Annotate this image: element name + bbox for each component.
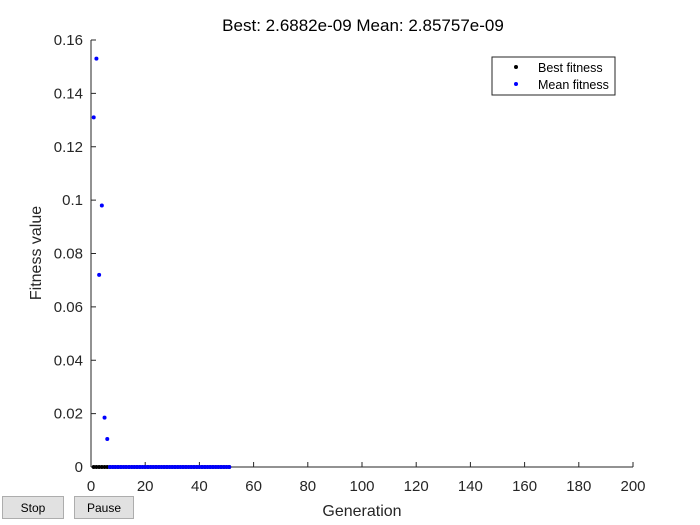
mean-fitness-point (99, 203, 104, 208)
y-tick-label: 0 (75, 459, 83, 476)
y-tick-label: 0.02 (54, 406, 83, 423)
y-axis-label: Fitness value (28, 206, 45, 300)
x-tick-label: 0 (87, 478, 95, 495)
mean-fitness-point (227, 465, 232, 469)
x-tick-label: 160 (512, 478, 537, 495)
mean-fitness-point (105, 436, 110, 441)
x-axis-label: Generation (322, 503, 401, 520)
y-tick-label: 0.12 (54, 139, 83, 156)
legend-label-mean-fitness: Mean fitness (538, 78, 609, 92)
x-tick-label: 60 (245, 478, 262, 495)
legend-label-best-fitness: Best fitness (538, 61, 603, 75)
y-tick-label: 0.1 (62, 192, 83, 209)
y-tick-label: 0.08 (54, 246, 83, 263)
x-tick-label: 200 (620, 478, 645, 495)
x-tick-label: 140 (458, 478, 483, 495)
x-tick-label: 120 (404, 478, 429, 495)
y-tick-label: 0.06 (54, 299, 83, 316)
legend-marker-best-fitness (514, 65, 518, 69)
mean-fitness-point (91, 115, 96, 120)
x-tick-label: 80 (299, 478, 316, 495)
mean-fitness-point (97, 272, 102, 277)
y-tick-label: 0.16 (54, 32, 83, 49)
stop-button[interactable]: Stop (2, 496, 64, 519)
y-tick-label: 0.04 (54, 352, 83, 369)
mean-fitness-point (94, 56, 99, 61)
x-tick-label: 180 (566, 478, 591, 495)
legend-box (491, 56, 616, 96)
chart-title: Best: 2.6882e-09 Mean: 2.85757e-09 (222, 16, 504, 35)
legend-marker-mean-fitness (514, 82, 518, 86)
legend: Best fitness Mean fitness (491, 56, 616, 96)
pause-button[interactable]: Pause (74, 496, 134, 519)
x-tick-label: 40 (191, 478, 208, 495)
x-tick-label: 100 (349, 478, 374, 495)
x-tick-label: 20 (137, 478, 154, 495)
y-tick-label: 0.14 (54, 85, 83, 102)
mean-fitness-point (102, 415, 107, 420)
